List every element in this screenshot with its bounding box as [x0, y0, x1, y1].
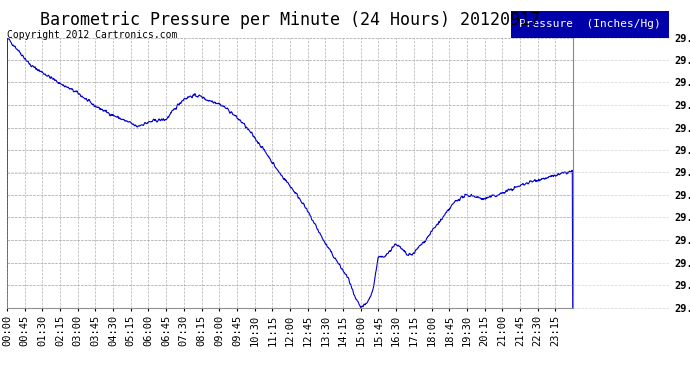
Text: Copyright 2012 Cartronics.com: Copyright 2012 Cartronics.com — [7, 30, 177, 40]
Text: Pressure  (Inches/Hg): Pressure (Inches/Hg) — [519, 20, 661, 29]
Text: Barometric Pressure per Minute (24 Hours) 20120917: Barometric Pressure per Minute (24 Hours… — [40, 11, 540, 29]
